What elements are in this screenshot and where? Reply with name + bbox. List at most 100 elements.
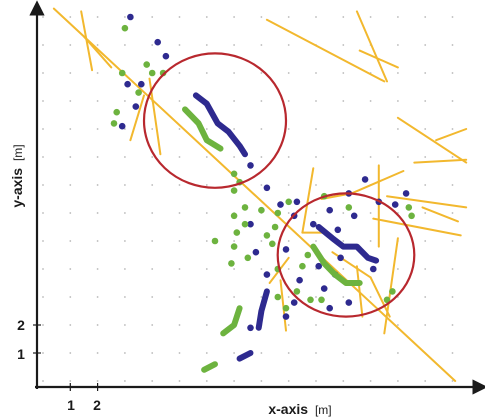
detection-point-green [408,212,415,220]
detection-point-blue [247,324,254,332]
grid-dot [451,268,454,270]
road-segment [386,195,468,209]
x-tick-label-1: 1 [67,397,75,413]
grid-dot [96,268,99,270]
grid-dot [69,184,72,186]
grid-dot [42,212,44,214]
grid-dot [424,16,427,18]
grid-dot [342,296,345,298]
road-segment [435,128,468,142]
grid-dot [451,184,454,186]
grid-dot [397,44,399,46]
grid-dot [205,380,208,382]
grid-dot [424,128,427,130]
detection-point-blue [334,226,342,234]
detection-point-green [230,170,238,178]
grid-dot [287,212,290,214]
grid-dot [315,352,317,354]
detection-point-blue [350,212,358,220]
grid-dot [260,296,263,298]
detection-point-blue [296,276,303,284]
detection-point-blue [310,220,317,228]
grid-dot [205,156,208,158]
grid-dot [233,352,236,354]
grid-dot [315,128,317,130]
detection-point-green [211,237,219,245]
grid-dot [233,44,236,46]
grid-dot [124,44,126,46]
detection-point-blue [326,206,334,214]
detection-point-green [274,293,282,301]
detection-point-green [244,254,252,262]
grid-dot [233,156,236,158]
grid-dot [342,268,345,270]
grid-dot [69,72,72,74]
grid-dot [151,128,154,130]
grid-dot [451,212,454,214]
grid-dot [151,352,154,354]
grid-dot [124,212,126,214]
grid-dot [315,184,317,186]
grid-dot [287,296,290,298]
grid-dot [397,16,399,18]
grid-dot [151,44,154,46]
grid-dot [424,296,427,298]
x-tick-label-2: 2 [93,397,101,413]
grid-dot [397,184,399,186]
grid-dot [369,128,372,130]
x-axis-title: x-axis [268,401,308,417]
grid-dot [124,16,126,18]
x-axis-label: x-axis [m] [268,401,331,417]
grid-dot [178,268,181,270]
grid-dot [287,268,290,270]
grid-dot [124,100,126,102]
road-segment [421,206,459,223]
grid-dot [178,240,181,242]
detection-track-blue [315,224,380,264]
y-tick-label-1: 1 [17,346,25,362]
grid-dot [342,212,345,214]
grid-dot [69,156,72,158]
grid-dot [451,16,454,18]
highlight-circle [142,52,288,189]
grid-dot [424,212,427,214]
detection-point-green [230,243,238,250]
detection-point-blue [293,198,301,206]
grid-dot [287,352,290,354]
detection-point-blue [263,271,271,278]
detection-point-blue [252,248,260,256]
road-segment [355,265,364,318]
grid-dot [369,380,372,382]
grid-dot [287,100,290,102]
grid-dot [260,156,263,158]
grid-dot [69,44,72,46]
grid-dot [424,44,427,46]
road-segment [413,158,468,164]
grid-dot [96,156,99,158]
grid-dot [42,156,44,158]
grid-dot [315,324,317,326]
detection-point-blue [282,246,290,253]
detection-point-blue [138,80,145,88]
grid-dot [369,296,372,298]
grid-dot [397,100,399,102]
grid-dot [451,100,454,102]
detection-point-green [274,209,282,217]
detection-point-blue [370,265,377,273]
grid-dot [69,16,72,18]
grid-dot [151,156,154,158]
detection-point-green [299,262,306,270]
grid-dot [451,324,454,326]
y-tick-label-2: 2 [17,317,25,333]
grid-dot [96,72,99,74]
grid-dot [151,184,154,186]
detection-track-green [220,305,243,337]
detection-track-green [182,106,224,152]
grid-dot [205,212,208,214]
detection-points [110,13,415,373]
grid-dot [42,72,44,74]
grid-dot [287,240,290,242]
road-segment [355,10,388,83]
detection-track-green [310,243,363,286]
road-segment [372,217,462,237]
